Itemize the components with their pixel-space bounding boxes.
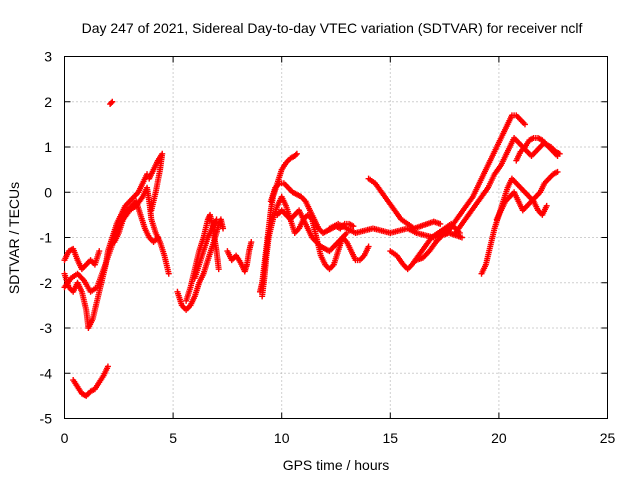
y-tick-label: -2 <box>40 275 53 291</box>
x-tick-labels: 0 5 10 15 20 25 <box>61 430 616 446</box>
series-track-23 <box>493 168 561 223</box>
x-tick-label: 20 <box>491 430 507 446</box>
x-tick-label: 5 <box>169 430 177 446</box>
x-tick-label: 0 <box>61 430 69 446</box>
series-track-7 <box>146 150 166 214</box>
data-point <box>543 202 550 209</box>
data-point <box>96 248 103 255</box>
data-point <box>215 266 222 273</box>
series-track-22 <box>478 175 550 277</box>
y-tick-label: -1 <box>40 230 53 246</box>
y-tick-label: 3 <box>44 49 52 65</box>
y-tick-label: -4 <box>40 365 53 381</box>
series-track-3 <box>70 363 111 399</box>
series-track-19 <box>413 229 465 264</box>
data-point <box>554 168 561 175</box>
data-point <box>556 150 563 157</box>
data-point <box>144 171 151 178</box>
y-tick-label: -5 <box>40 411 53 427</box>
grid <box>64 56 608 419</box>
plot-frame <box>64 56 608 419</box>
y-tick-label: 2 <box>44 94 52 110</box>
series-track-11 <box>224 239 255 275</box>
series-track-1 <box>61 245 103 273</box>
x-axis-label: GPS time / hours <box>283 457 390 473</box>
data-point <box>165 270 172 277</box>
chart-title: Day 247 of 2021, Sidereal Day-to-day VTE… <box>82 20 583 36</box>
series-track-8 <box>174 216 227 313</box>
y-tick-label: 0 <box>44 184 52 200</box>
y-axis-label: SDTVAR / TECUs <box>6 182 22 294</box>
series-track-24 <box>513 134 563 164</box>
data-point <box>104 363 111 370</box>
series-track-21 <box>452 134 561 236</box>
axis-ticks <box>64 56 608 419</box>
x-tick-label: 10 <box>274 430 290 446</box>
data-point <box>437 220 444 227</box>
data-point <box>154 234 161 241</box>
data-point <box>521 121 528 128</box>
data-marks <box>61 98 563 399</box>
series-track-17 <box>365 175 444 232</box>
data-point <box>458 234 465 241</box>
series-track-15 <box>274 207 372 264</box>
data-point <box>213 216 220 223</box>
data-point <box>220 225 227 232</box>
series-track-9 <box>183 211 222 304</box>
data-point <box>292 151 299 158</box>
data-point <box>248 239 255 246</box>
series-track-20 <box>443 112 528 236</box>
x-tick-label: 15 <box>383 430 399 446</box>
data-point <box>108 99 115 106</box>
data-point <box>350 223 357 230</box>
y-tick-label: -3 <box>40 320 53 336</box>
series-track-6 <box>111 198 161 246</box>
y-tick-label: 1 <box>44 139 52 155</box>
series-track-18 <box>387 220 463 273</box>
series-track-10 <box>191 216 220 282</box>
data-point <box>293 150 300 157</box>
y-tick-labels: -5 -4 -3 -2 -1 0 1 2 3 <box>40 49 53 427</box>
x-tick-label: 25 <box>600 430 616 446</box>
data-point <box>148 207 155 214</box>
data-point <box>365 243 372 250</box>
data-point <box>109 98 116 105</box>
series-track-4 <box>107 98 116 108</box>
